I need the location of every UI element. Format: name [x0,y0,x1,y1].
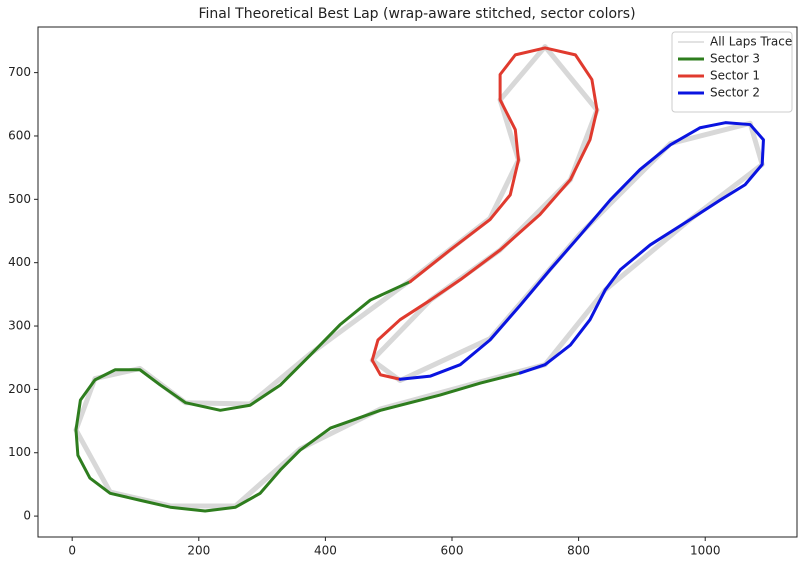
y-tick-label: 500 [8,192,31,206]
y-tick-label: 200 [8,382,31,396]
x-tick-label: 1000 [690,544,721,558]
sector-line [398,121,765,381]
x-tick-label: 800 [567,544,590,558]
y-tick-label: 400 [8,255,31,269]
sector-line [370,46,599,381]
chart-title: Final Theoretical Best Lap (wrap-aware s… [198,6,635,22]
x-tick-label: 200 [187,544,210,558]
trace-line [73,44,765,509]
y-tick-label: 700 [8,65,31,79]
y-tick-label: 100 [8,445,31,459]
legend-label: Sector 3 [710,52,760,66]
legend-label: All Laps Trace [710,35,792,49]
x-tick-label: 400 [314,544,337,558]
x-tick-label: 0 [68,544,76,558]
y-tick-label: 0 [23,509,31,523]
y-tick-label: 600 [8,128,31,142]
legend-label: Sector 1 [710,69,760,83]
legend-label: Sector 2 [710,86,760,100]
sector-line [74,280,522,513]
y-tick-label: 300 [8,319,31,333]
plot-frame [37,26,798,538]
x-tick-label: 600 [441,544,464,558]
